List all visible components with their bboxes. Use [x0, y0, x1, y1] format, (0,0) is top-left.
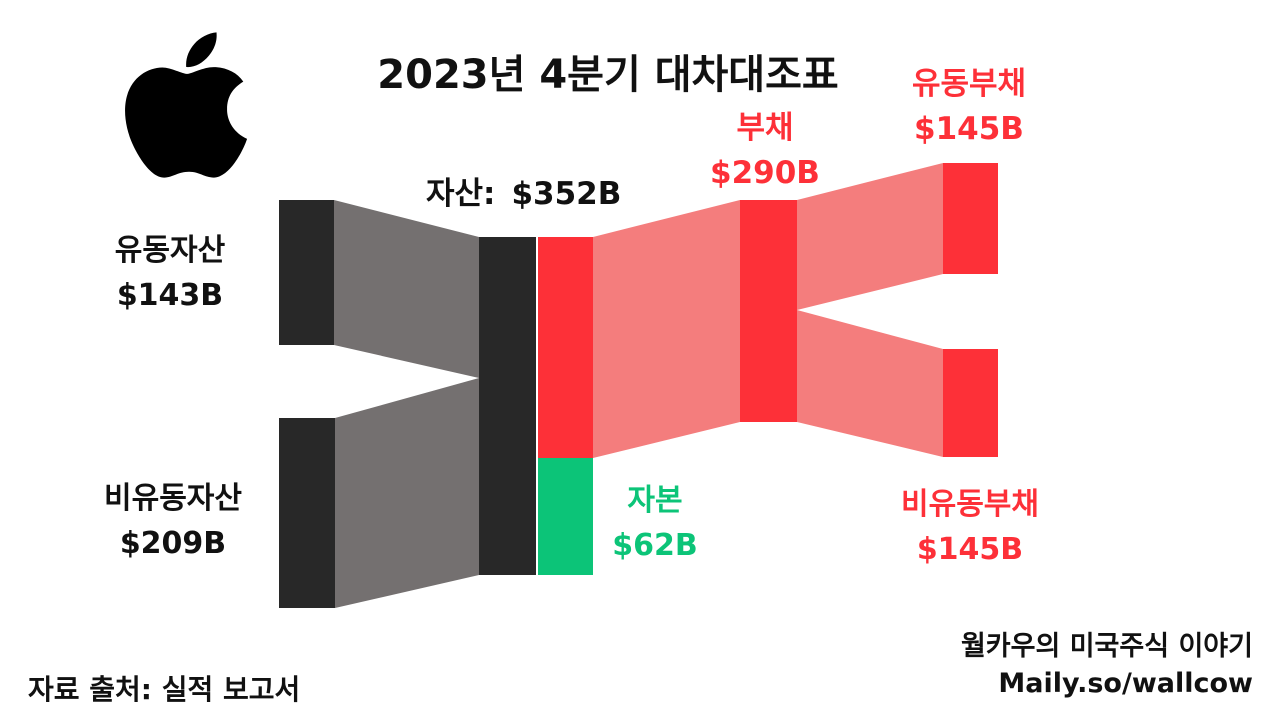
label-current-liabilities: 유동부채 $145B [869, 62, 1069, 152]
bar-noncurrent-liabilities [943, 349, 998, 457]
label-current-assets: 유동자산 $143B [70, 228, 270, 318]
apple-logo-icon [123, 22, 249, 188]
flow-liabilities-to-current-liabilities [797, 163, 943, 310]
label-total-assets-value: $352B [511, 176, 622, 212]
label-equity-value: $62B [612, 528, 698, 563]
bar-current-assets [279, 200, 334, 345]
source-note: 자료 출처: 실적 보고서 [28, 673, 301, 706]
label-noncurrent-assets: 비유동자산 $209B [73, 476, 273, 566]
label-noncurrent-assets-value: $209B [119, 526, 227, 561]
label-current-liabilities-name: 유동부채 [911, 66, 1027, 102]
label-total-assets: 자산: $352B [426, 168, 621, 213]
footer-brand-line2: Maily.so/wallcow [998, 668, 1253, 699]
label-liabilities: 부채 $290B [665, 106, 865, 196]
label-noncurrent-liabilities-value: $145B [916, 532, 1024, 567]
bar-total-assets [479, 237, 536, 575]
label-liabilities-value: $290B [710, 155, 820, 191]
bar-liabilities-split [538, 237, 593, 458]
label-equity-name: 자본 [627, 483, 683, 518]
footer-brand: 월카우의 미국주식 이야기 Maily.so/wallcow [961, 628, 1253, 702]
label-total-assets-name: 자산: [426, 176, 496, 212]
label-current-assets-value: $143B [116, 278, 224, 313]
label-current-liabilities-value: $145B [914, 111, 1024, 147]
page-title: 2023년 4분기 대차대조표 [377, 52, 839, 98]
flow-current-assets-to-assets [334, 200, 479, 378]
bar-noncurrent-assets [279, 418, 335, 608]
label-noncurrent-assets-name: 비유동자산 [104, 481, 242, 516]
label-noncurrent-liabilities: 비유동부채 $145B [870, 482, 1070, 572]
footer-brand-line1: 월카우의 미국주식 이야기 [960, 631, 1253, 662]
label-noncurrent-liabilities-name: 비유동부채 [901, 487, 1039, 522]
label-liabilities-name: 부채 [736, 110, 794, 146]
flow-noncurrent-assets-to-assets [335, 378, 479, 608]
flow-liabilities-to-noncurrent-liabilities [797, 310, 943, 457]
label-current-assets-name: 유동자산 [114, 233, 226, 268]
label-equity: 자본 $62B [575, 478, 735, 568]
bar-liabilities [740, 200, 797, 422]
bar-equity [538, 458, 593, 575]
bar-current-liabilities [943, 163, 998, 274]
flow-assets-to-liabilities [593, 200, 740, 458]
